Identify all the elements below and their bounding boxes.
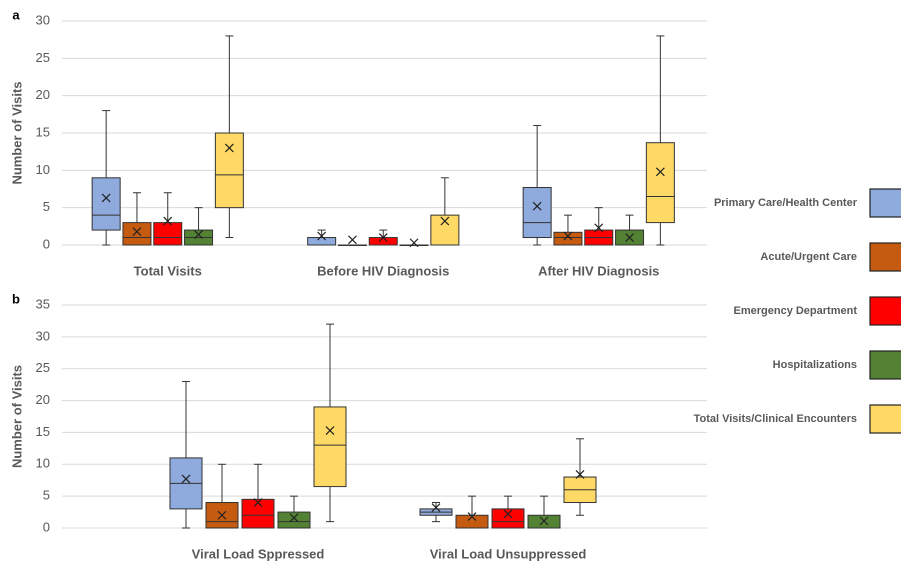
y-axis-title: Number of Visits (9, 365, 24, 468)
mean-marker (194, 230, 203, 239)
mean-marker (325, 426, 335, 435)
y-tick-label: 10 (36, 456, 50, 471)
mean-marker (181, 474, 191, 484)
mean-marker (253, 498, 263, 507)
y-tick-label: 5 (43, 488, 50, 503)
mean-marker (132, 227, 142, 236)
y-tick-label: 20 (36, 87, 50, 102)
mean-marker (539, 516, 549, 526)
mean-marker (655, 167, 665, 177)
mean-marker (440, 216, 450, 226)
mean-marker (625, 233, 634, 242)
legend-swatch (869, 242, 901, 272)
x-tick-label: After HIV Diagnosis (538, 263, 659, 278)
mean-marker (467, 512, 477, 521)
y-tick-label: 0 (43, 519, 50, 534)
box (214, 132, 244, 209)
y-tick-label: 30 (36, 328, 50, 343)
box (277, 511, 311, 529)
box (122, 222, 152, 246)
legend-swatch (869, 296, 901, 326)
mean-marker (224, 143, 234, 153)
legend-label: Total Visits/Clinical Encounters (694, 413, 857, 425)
legend-label: Emergency Department (734, 305, 858, 317)
mean-marker (409, 238, 419, 248)
box (153, 222, 183, 246)
y-tick-label: 0 (43, 236, 50, 251)
mean-marker (431, 503, 441, 513)
mean-marker (575, 470, 585, 479)
mean-marker (594, 223, 604, 233)
y-tick-label: 25 (36, 360, 50, 375)
mean-marker (532, 201, 542, 211)
box (645, 142, 675, 224)
panel-label: b (12, 291, 20, 306)
mean-marker (217, 510, 227, 520)
mean-marker (163, 216, 173, 226)
mean-marker (378, 233, 388, 242)
box (307, 237, 337, 246)
legend-swatch (869, 350, 901, 380)
x-tick-label: Viral Load Sppressed (192, 546, 325, 561)
box (491, 508, 525, 529)
mean-marker (101, 193, 111, 203)
box (430, 214, 460, 246)
box (368, 237, 398, 246)
mean-marker (348, 235, 357, 245)
mean-marker (317, 231, 327, 241)
legend-swatch (869, 404, 901, 434)
legend-label: Hospitalizations (773, 359, 857, 371)
mean-marker (289, 513, 299, 523)
box (522, 187, 552, 239)
mean-marker (503, 509, 513, 519)
box (553, 231, 583, 246)
x-tick-label: Total Visits (134, 263, 202, 278)
y-axis-title: Number of Visits (9, 81, 24, 184)
y-tick-label: 15 (36, 124, 50, 139)
box (241, 498, 275, 529)
box (313, 406, 347, 488)
y-tick-label: 30 (36, 12, 50, 27)
x-tick-label: Viral Load Unsuppressed (430, 546, 587, 561)
legend-label: Acute/Urgent Care (760, 251, 857, 263)
y-tick-label: 15 (36, 424, 50, 439)
mean-marker (563, 231, 573, 241)
y-tick-label: 35 (36, 296, 50, 311)
x-tick-label: Before HIV Diagnosis (317, 263, 449, 278)
y-tick-label: 10 (36, 162, 50, 177)
panel-label: a (12, 7, 20, 22)
box (91, 177, 121, 231)
y-tick-label: 25 (36, 50, 50, 65)
y-tick-label: 20 (36, 392, 50, 407)
legend-swatch (869, 188, 901, 218)
y-tick-label: 5 (43, 199, 50, 214)
legend-label: Primary Care/Health Center (714, 197, 858, 209)
